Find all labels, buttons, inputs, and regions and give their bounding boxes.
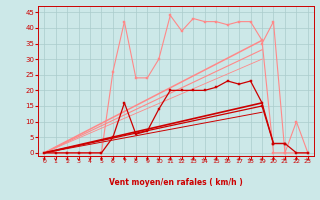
X-axis label: Vent moyen/en rafales ( km/h ): Vent moyen/en rafales ( km/h ): [109, 178, 243, 187]
